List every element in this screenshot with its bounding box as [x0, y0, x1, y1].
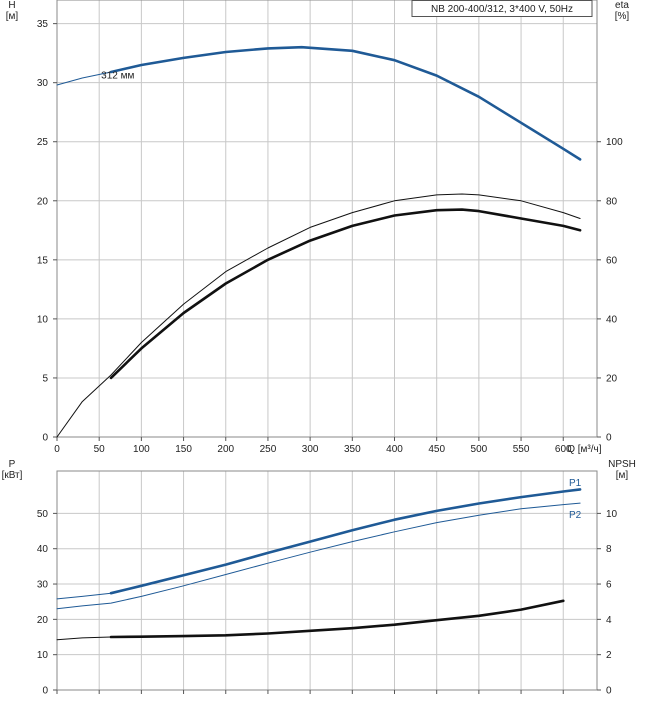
- x-axis-tick-label: 200: [217, 444, 234, 455]
- plot-frame: [56, 0, 598, 438]
- series-label-p1: P1: [569, 478, 582, 489]
- left-axis-tick-label: 20: [37, 615, 49, 626]
- right-axis-tick-label: 4: [606, 615, 612, 626]
- left-axis-tick-label: 35: [37, 19, 49, 30]
- left-axis-tick-label: 0: [42, 686, 48, 697]
- x-axis-tick-label: 0: [54, 444, 60, 455]
- left-axis-tick-label: 30: [37, 78, 49, 89]
- right-axis-tick-label: 8: [606, 544, 612, 555]
- x-axis-tick-label: 600: [555, 444, 572, 455]
- left-axis-tick-label: 30: [37, 580, 49, 591]
- left-axis-tick-label: 10: [37, 650, 49, 661]
- right-axis-unit: [м]: [616, 470, 629, 481]
- series-line: [109, 208, 582, 380]
- right-axis-title: eta: [615, 0, 629, 11]
- x-axis-tick-label: 350: [344, 444, 361, 455]
- series-line: [56, 636, 112, 641]
- right-axis-tick-label: 20: [606, 373, 618, 384]
- left-axis-unit: [кВт]: [2, 470, 23, 481]
- left-axis-tick-label: 25: [37, 137, 49, 148]
- right-axis-title: NPSH: [608, 459, 636, 470]
- left-axis-title: P: [9, 459, 16, 470]
- title-box-label: NB 200-400/312, 3*400 V, 50Hz: [431, 4, 573, 15]
- series-line-p2: [56, 502, 581, 610]
- x-axis-tick-label: 150: [175, 444, 192, 455]
- right-axis-tick-label: 60: [606, 255, 618, 266]
- series-line: [109, 599, 565, 639]
- series-line-p1: [109, 488, 582, 595]
- series-line: [109, 45, 582, 161]
- left-axis-unit: [м]: [6, 11, 19, 22]
- series-line: [56, 193, 581, 438]
- right-axis-tick-label: 40: [606, 314, 618, 325]
- curve-annotation: 312 мм: [101, 70, 134, 81]
- right-axis-tick-label: 0: [606, 433, 612, 444]
- right-axis-tick-label: 6: [606, 580, 612, 591]
- left-axis-tick-label: 20: [37, 196, 49, 207]
- left-axis-tick-label: 15: [37, 255, 49, 266]
- x-axis-tick-label: 450: [428, 444, 445, 455]
- left-axis-tick-label: 40: [37, 544, 49, 555]
- x-axis-tick-label: 550: [513, 444, 530, 455]
- right-axis-tick-label: 100: [606, 137, 623, 148]
- x-axis-tick-label: 300: [302, 444, 319, 455]
- right-axis-tick-label: 2: [606, 650, 612, 661]
- series-label-p2: P2: [569, 510, 582, 521]
- x-axis-tick-label: 400: [386, 444, 403, 455]
- left-axis-tick-label: 0: [42, 433, 48, 444]
- plot-frame: [56, 470, 598, 691]
- series-line-p1: [56, 592, 112, 600]
- x-axis-tick-label: 500: [471, 444, 488, 455]
- x-axis-label: Q [м³/ч]: [567, 444, 602, 455]
- x-axis-tick-label: 250: [260, 444, 277, 455]
- right-axis-tick-label: 0: [606, 686, 612, 697]
- series-line: [56, 71, 112, 86]
- left-axis-tick-label: 50: [37, 509, 49, 520]
- x-axis-tick-label: 100: [133, 444, 150, 455]
- right-axis-tick-label: 80: [606, 196, 618, 207]
- right-axis-tick-label: 10: [606, 509, 618, 520]
- left-axis-tick-label: 5: [42, 373, 48, 384]
- left-axis-tick-label: 10: [37, 314, 49, 325]
- right-axis-unit: [%]: [615, 11, 630, 22]
- x-axis-tick-label: 50: [94, 444, 106, 455]
- title-box-frame: [411, 0, 593, 17]
- left-axis-title: H: [8, 0, 15, 11]
